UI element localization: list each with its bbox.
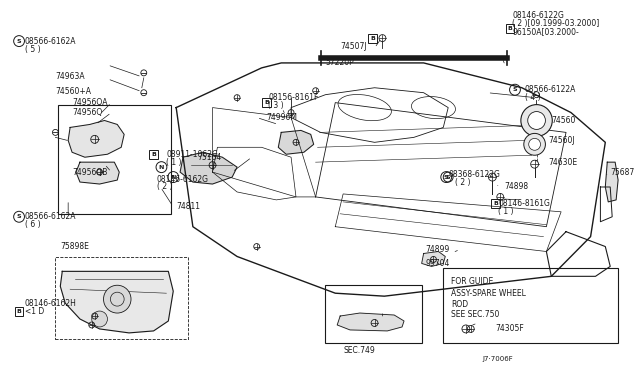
Circle shape	[524, 134, 545, 155]
Text: S: S	[446, 174, 451, 180]
Text: B: B	[493, 201, 498, 206]
Bar	[326, 285, 422, 343]
Polygon shape	[605, 162, 618, 202]
Text: ( 6 ): ( 6 )	[25, 220, 40, 229]
Text: 74507J: 74507J	[340, 42, 367, 51]
Text: 75687: 75687	[610, 168, 634, 177]
Text: ASSY-SPARE WHEEL: ASSY-SPARE WHEEL	[451, 289, 526, 298]
Text: 96150A[03.2000-: 96150A[03.2000-	[512, 27, 579, 36]
Circle shape	[104, 285, 131, 313]
Text: 08911-1062G: 08911-1062G	[166, 150, 218, 159]
Text: ( 2 ): ( 2 )	[455, 177, 470, 186]
Circle shape	[529, 138, 541, 150]
Text: 99704: 99704	[426, 259, 450, 268]
Circle shape	[92, 311, 108, 327]
Text: ( 3 ): ( 3 )	[269, 101, 284, 110]
Polygon shape	[180, 152, 237, 184]
Bar	[58, 105, 172, 214]
Text: 74898: 74898	[504, 183, 528, 192]
Text: S: S	[444, 174, 449, 180]
Text: 75898E: 75898E	[60, 242, 89, 251]
Text: 74956QB: 74956QB	[72, 168, 108, 177]
Text: J7·7006F: J7·7006F	[483, 356, 513, 362]
Text: SEE SEC.750: SEE SEC.750	[451, 310, 499, 318]
Bar	[491, 199, 500, 208]
Text: 74560+A: 74560+A	[56, 87, 92, 96]
Polygon shape	[68, 121, 124, 157]
Bar	[506, 24, 515, 33]
Text: 57220P: 57220P	[326, 58, 354, 67]
Text: B: B	[370, 36, 375, 41]
Text: 74996M: 74996M	[266, 113, 298, 122]
Text: 08156-8161F: 08156-8161F	[269, 93, 319, 102]
Text: S: S	[17, 214, 21, 219]
Text: B: B	[508, 26, 513, 31]
Text: 08146-6162G: 08146-6162G	[157, 174, 209, 183]
Text: 08566-6162A: 08566-6162A	[25, 36, 76, 46]
Text: ROD: ROD	[451, 299, 468, 309]
Text: <1 D: <1 D	[25, 307, 44, 315]
Text: ( 2 )[09.1999-03.2000]: ( 2 )[09.1999-03.2000]	[512, 19, 599, 28]
Text: S: S	[513, 87, 517, 92]
Bar	[56, 257, 188, 339]
Text: 74956QA: 74956QA	[72, 98, 108, 107]
Text: ( 2 ): ( 2 )	[157, 183, 172, 192]
Text: 08146-8161G: 08146-8161G	[499, 199, 550, 208]
Text: 08566-6122A: 08566-6122A	[525, 85, 576, 94]
Text: N: N	[170, 174, 176, 180]
Text: 74811: 74811	[176, 202, 200, 211]
Polygon shape	[422, 251, 445, 266]
Text: ( 1 ): ( 1 )	[166, 158, 182, 167]
Text: 74899: 74899	[426, 245, 450, 254]
Text: ( 4 ): ( 4 )	[525, 93, 540, 102]
Polygon shape	[76, 162, 119, 184]
Text: 74560: 74560	[551, 116, 575, 125]
Text: ( 5 ): ( 5 )	[25, 45, 40, 54]
Text: 74560J: 74560J	[548, 136, 575, 145]
Text: B: B	[17, 308, 22, 314]
Bar	[149, 150, 158, 159]
Text: S: S	[17, 39, 21, 44]
Polygon shape	[278, 131, 314, 154]
Bar	[15, 307, 24, 315]
Text: 74630E: 74630E	[548, 158, 577, 167]
Circle shape	[528, 112, 545, 129]
Text: 08146-6162H: 08146-6162H	[25, 299, 77, 308]
Text: 08566-6162A: 08566-6162A	[25, 212, 76, 221]
Text: 74963A: 74963A	[56, 72, 85, 81]
Text: 08368-6122G: 08368-6122G	[448, 170, 500, 179]
Text: 75164: 75164	[198, 153, 222, 162]
Bar	[262, 98, 271, 107]
Text: FOR GUIDE: FOR GUIDE	[451, 277, 493, 286]
Polygon shape	[337, 313, 404, 331]
Bar	[444, 268, 618, 343]
Polygon shape	[60, 271, 173, 333]
Text: SEC.749: SEC.749	[343, 346, 375, 355]
Text: 74956Q: 74956Q	[72, 108, 102, 117]
Text: ( 1 ): ( 1 )	[499, 207, 514, 216]
Text: B: B	[264, 100, 269, 105]
Text: 74305F: 74305F	[495, 324, 524, 333]
Text: 08146-6122G: 08146-6122G	[512, 11, 564, 20]
Bar	[368, 33, 377, 42]
Circle shape	[521, 105, 552, 137]
Text: B: B	[151, 152, 156, 157]
Text: N: N	[159, 165, 164, 170]
